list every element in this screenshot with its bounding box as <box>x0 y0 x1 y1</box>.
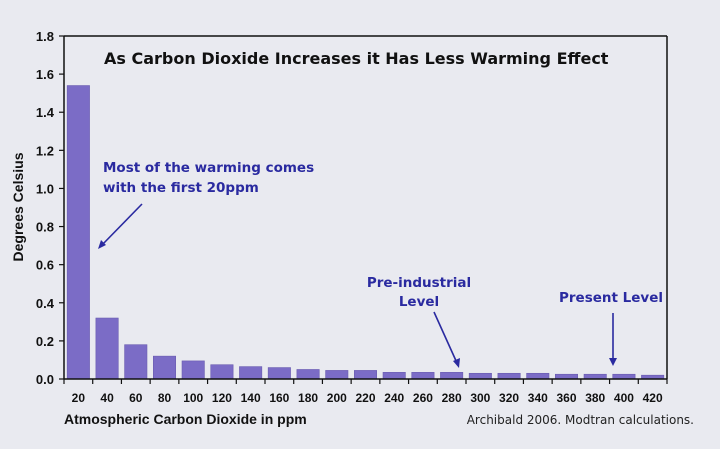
x-axis: 20 40 60 80 100 120 140 160 180 200 220 240 260 280 30… <box>63 378 668 405</box>
x-tick-label-220: 220 <box>355 391 375 405</box>
annotation-pre-industrial-line2: Level <box>399 294 439 310</box>
y-tick-label-0.6: 0.6 <box>36 258 54 273</box>
bar-320 <box>497 372 521 380</box>
plot-area <box>64 35 668 379</box>
annotation-first-20ppm-line2: with the first 20ppm <box>103 180 259 196</box>
annotation-pre-industrial-arrowhead <box>453 358 460 368</box>
annotation-present-level-arrowhead <box>609 358 617 366</box>
annotation-pre-industrial: Pre-industrial Level <box>367 275 471 368</box>
x-tick-label-340: 340 <box>528 391 548 405</box>
x-tick-label-80: 80 <box>158 391 172 405</box>
x-tick-label-100: 100 <box>183 391 203 405</box>
chart-title: As Carbon Dioxide Increases it Has Less … <box>104 49 609 68</box>
bar-180 <box>296 369 320 380</box>
y-tick-label-1.8: 1.8 <box>36 29 54 44</box>
y-tick-label-1.4: 1.4 <box>36 105 55 120</box>
bar-100 <box>181 360 205 380</box>
annotation-present-level-text: Present Level <box>559 290 663 306</box>
bar-160 <box>267 367 291 380</box>
x-tick-label-200: 200 <box>327 391 347 405</box>
annotation-pre-industrial-arrow <box>433 311 458 364</box>
bar-220 <box>354 370 377 380</box>
annotation-first-20ppm-line1: Most of the warming comes <box>103 160 314 176</box>
y-tick-label-0.8: 0.8 <box>36 220 54 235</box>
x-tick-label-160: 160 <box>269 391 289 405</box>
bar-80 <box>153 355 176 380</box>
x-tick-label-280: 280 <box>442 391 462 405</box>
x-tick-label-40: 40 <box>100 391 114 405</box>
x-tick-label-140: 140 <box>241 391 261 405</box>
x-tick-label-20: 20 <box>72 391 86 405</box>
x-tick-label-180: 180 <box>298 391 318 405</box>
bar-340 <box>526 372 550 380</box>
bar-140 <box>239 366 263 380</box>
x-tick-label-320: 320 <box>499 391 519 405</box>
annotation-first-20ppm-arrow <box>100 203 143 247</box>
x-tick-label-260: 260 <box>413 391 433 405</box>
annotation-first-20ppm: Most of the warming comes with the first… <box>98 160 314 249</box>
bar-20 <box>66 85 90 380</box>
x-tick-label-420: 420 <box>643 391 663 405</box>
y-tick-label-0.4: 0.4 <box>36 296 55 311</box>
annotation-pre-industrial-line1: Pre-industrial <box>367 275 471 291</box>
x-tick-label-400: 400 <box>614 391 634 405</box>
x-tick-label-120: 120 <box>212 391 232 405</box>
x-tick-label-360: 360 <box>556 391 576 405</box>
x-tick-label-240: 240 <box>384 391 404 405</box>
bar-200 <box>325 370 349 380</box>
x-tick-label-380: 380 <box>585 391 605 405</box>
bar-40 <box>95 317 119 380</box>
source-note: Archibald 2006. Modtran calculations. <box>467 413 694 427</box>
annotation-first-20ppm-arrowhead <box>98 240 106 249</box>
bar-120 <box>210 364 234 380</box>
annotation-present-level: Present Level <box>559 290 663 366</box>
x-tick-label-60: 60 <box>129 391 143 405</box>
bar-280 <box>440 372 464 380</box>
y-tick-label-1.2: 1.2 <box>36 143 54 158</box>
bar-240 <box>382 372 406 380</box>
bar-60 <box>124 344 148 380</box>
bar-260 <box>411 372 435 380</box>
bar-300 <box>468 372 492 380</box>
y-axis-label: Degrees Celsius <box>10 152 26 261</box>
bars <box>66 85 665 380</box>
x-tick-label-300: 300 <box>470 391 490 405</box>
y-tick-label-1.6: 1.6 <box>36 67 54 82</box>
y-tick-label-1.0: 1.0 <box>36 181 54 196</box>
x-axis-label: Atmospheric Carbon Dioxide in ppm <box>64 411 307 427</box>
y-axis: 0.0 0.2 0.4 0.6 0.8 1.0 1.2 1.4 1.6 1.8 <box>36 29 65 387</box>
y-tick-label-0.0: 0.0 <box>36 372 54 387</box>
y-tick-label-0.2: 0.2 <box>36 334 54 349</box>
